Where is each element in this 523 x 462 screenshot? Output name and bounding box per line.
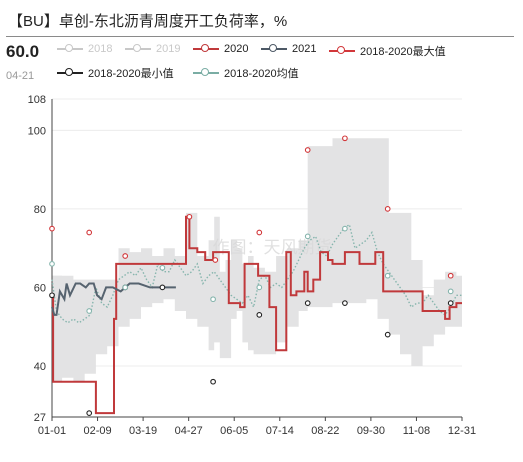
mean-marker — [342, 225, 348, 232]
max-marker — [447, 272, 454, 279]
max-marker — [384, 206, 391, 212]
legend-label: 2021 — [292, 43, 317, 55]
legend-label: 2018-2020最大值 — [360, 46, 446, 58]
min-marker — [384, 331, 391, 338]
mean-marker — [86, 308, 93, 314]
min-marker — [256, 312, 263, 318]
legend-item-mean[interactable]: 2018-2020均值 — [193, 65, 299, 81]
max-marker — [122, 253, 129, 259]
max-marker — [49, 225, 55, 232]
legend-dot — [337, 46, 345, 54]
legend-label: 2018-2020最小值 — [88, 68, 174, 80]
legend-marker-icon — [193, 67, 219, 79]
min-marker — [210, 378, 216, 385]
mean-marker — [159, 264, 166, 271]
legend-dot — [133, 44, 141, 52]
legend-dot — [65, 44, 73, 52]
x-tick-label: 03-19 — [129, 425, 157, 437]
mean-marker — [122, 284, 129, 291]
y-tick-label: 60 — [34, 282, 46, 294]
x-tick-label: 04-27 — [175, 425, 203, 437]
x-tick-label: 01-01 — [38, 425, 66, 437]
legend-label: 2019 — [156, 43, 181, 55]
legend-dot — [201, 44, 209, 52]
series-line-2020 — [52, 215, 462, 415]
mean-marker — [304, 233, 311, 240]
y-tick-label: 80 — [34, 204, 46, 216]
x-tick-label: 12-31 — [448, 425, 476, 437]
mean-marker — [49, 261, 55, 267]
min-marker — [304, 300, 311, 306]
series-line-mean — [51, 223, 462, 324]
legend-marker-icon — [57, 43, 83, 55]
max-marker — [304, 147, 311, 153]
mean-marker — [384, 272, 391, 279]
max-marker — [256, 229, 263, 236]
y-tick-label: 40 — [34, 361, 46, 373]
y-tick-label: 27 — [34, 412, 46, 424]
legend-dot — [201, 68, 209, 76]
range-band — [52, 138, 462, 386]
max-marker — [212, 257, 219, 263]
legend-item-min[interactable]: 2018-2020最小值 — [57, 65, 174, 81]
min-marker — [342, 300, 348, 306]
min-marker — [86, 410, 93, 416]
x-tick-label: 06-05 — [220, 425, 248, 437]
max-marker — [342, 135, 348, 142]
min-marker — [159, 284, 166, 291]
x-tick-label: 08-22 — [311, 425, 339, 437]
max-marker — [86, 229, 93, 236]
legend-label: 2018-2020均值 — [224, 68, 299, 80]
legend-label: 2020 — [224, 43, 249, 55]
legend-marker-icon — [193, 43, 219, 55]
max-marker — [186, 213, 193, 220]
y-tick-label: 108 — [28, 94, 46, 106]
watermark: 作图：天风期货 — [213, 238, 332, 258]
chart-title: 【BU】卓创-东北沥青周度开工负荷率，% — [8, 13, 288, 30]
mean-marker — [210, 296, 216, 303]
series-line-2021 — [51, 282, 176, 316]
legend-marker-icon — [261, 43, 287, 55]
legend-dot — [269, 44, 277, 52]
min-marker — [447, 300, 454, 306]
y-tick-label: 100 — [28, 125, 46, 137]
current-value: 60.0 — [6, 42, 40, 61]
x-tick-label: 09-30 — [357, 425, 385, 437]
mean-marker — [447, 288, 454, 295]
legend-marker-icon — [329, 45, 355, 57]
legend-item-2018[interactable]: 2018 — [57, 43, 112, 55]
legend-label: 2018 — [88, 43, 113, 55]
min-marker — [49, 292, 55, 299]
mean-marker — [256, 284, 263, 291]
title-divider — [6, 36, 514, 37]
legend-item-2021[interactable]: 2021 — [261, 43, 316, 55]
legend-item-2019[interactable]: 2019 — [125, 43, 180, 55]
current-date: 04-21 — [6, 70, 35, 82]
x-tick-label: 07-14 — [266, 425, 294, 437]
legend-marker-icon — [57, 67, 83, 79]
legend-dot — [65, 68, 73, 76]
legend-marker-icon — [125, 43, 151, 55]
legend-item-2020[interactable]: 2020 — [193, 43, 248, 55]
x-tick-label: 02-09 — [83, 425, 111, 437]
legend-item-max[interactable]: 2018-2020最大值 — [329, 43, 446, 59]
x-tick-label: 11-08 — [403, 425, 430, 437]
